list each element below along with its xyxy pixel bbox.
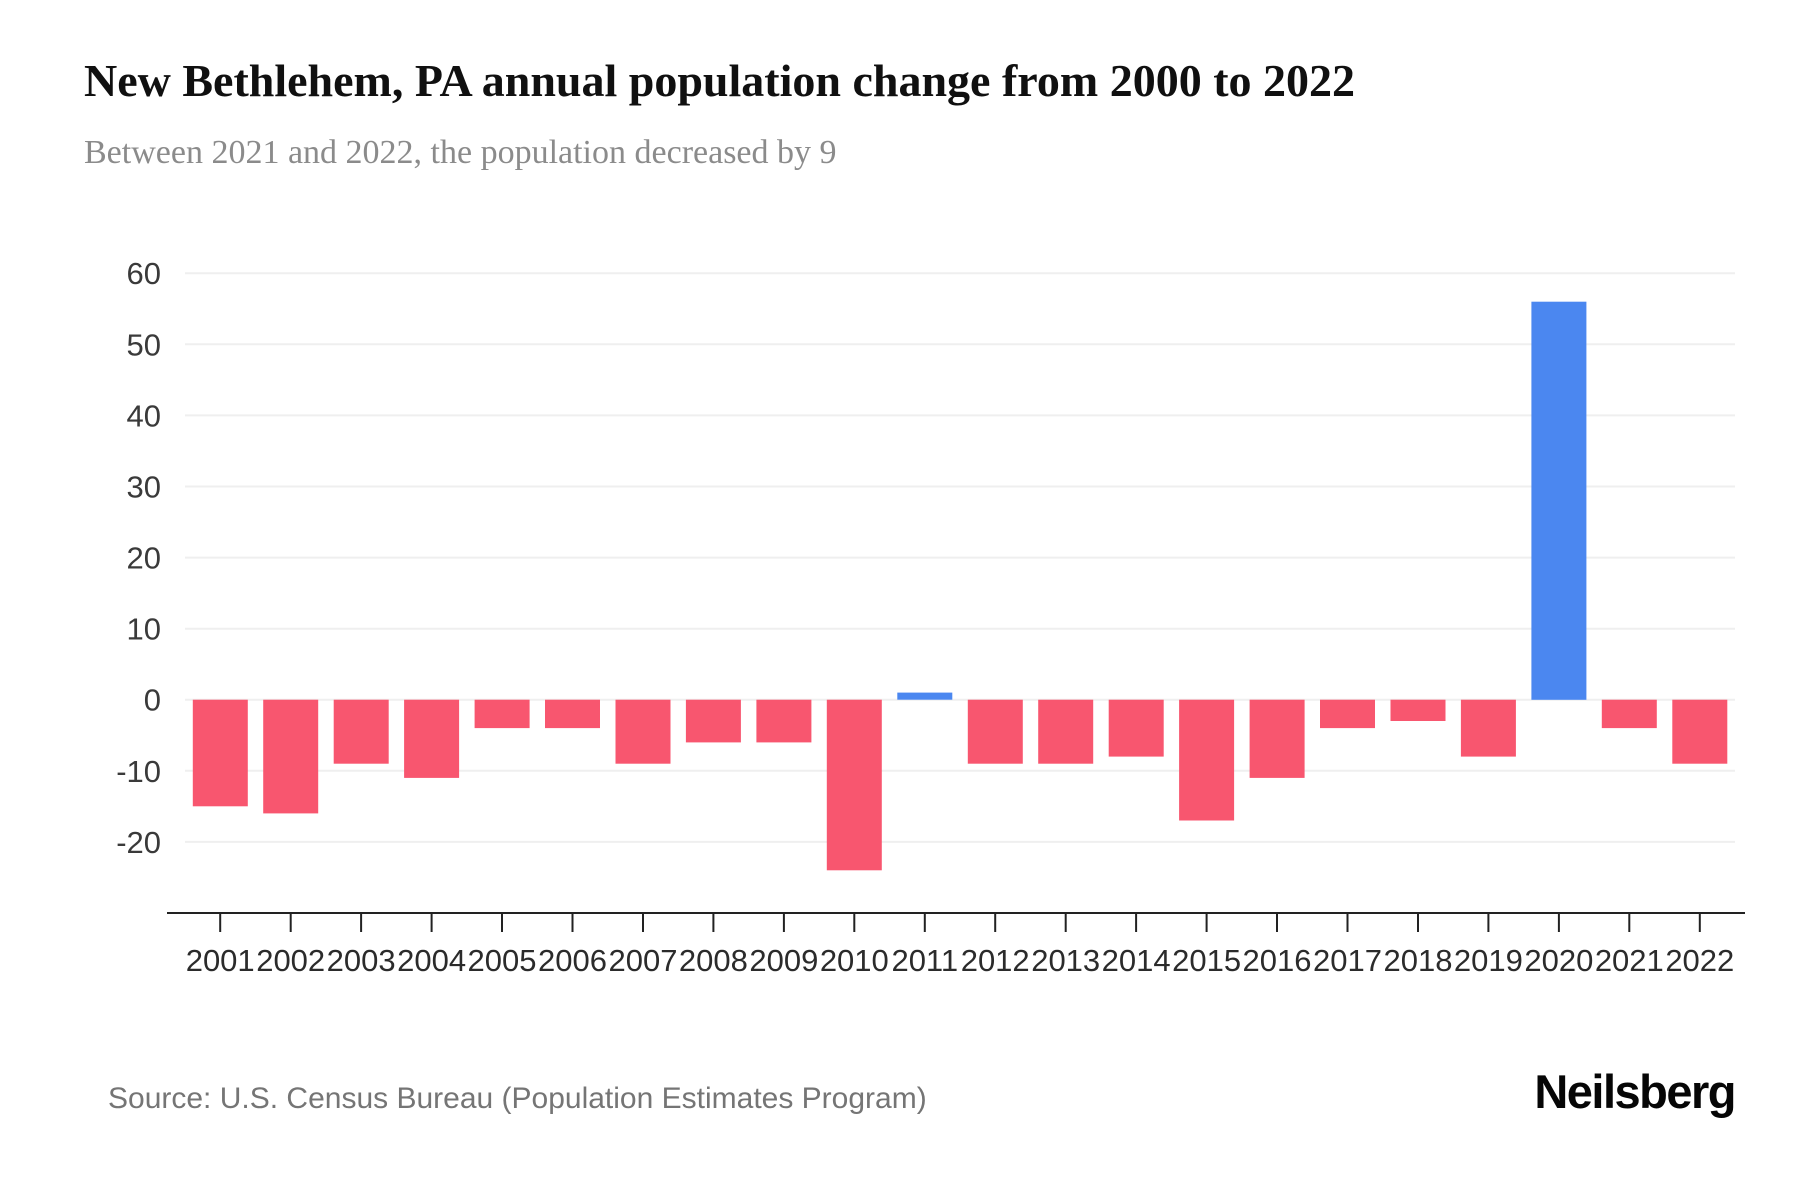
x-tick-label: 2007 [609, 943, 678, 978]
bar-2010 [826, 699, 882, 871]
x-tick-label: 2003 [327, 943, 396, 978]
bar-2016 [1249, 699, 1305, 778]
x-tick-label: 2019 [1454, 943, 1523, 978]
bar-2022 [1672, 699, 1728, 764]
bar-2015 [1179, 699, 1235, 821]
y-tick-label: 50 [127, 327, 161, 362]
x-tick-label: 2016 [1243, 943, 1312, 978]
y-tick-label: 30 [127, 470, 161, 505]
x-tick-label: 2005 [468, 943, 537, 978]
x-tick-label: 2014 [1102, 943, 1171, 978]
x-tick-label: 2015 [1172, 943, 1241, 978]
y-tick-label: 20 [127, 541, 161, 576]
bar-2003 [333, 699, 389, 764]
bar-2008 [685, 699, 741, 743]
x-tick-label: 2022 [1665, 943, 1734, 978]
bar-2005 [474, 699, 530, 729]
x-axis: 2001 2002 2003 2004 2005 2006 2007 2008 2009 2010… [167, 912, 1745, 978]
x-tick-label: 2002 [256, 943, 325, 978]
x-tick-label: 2021 [1595, 943, 1664, 978]
x-tick-label: 2001 [186, 943, 255, 978]
x-tick-label: 2006 [538, 943, 607, 978]
x-tick-label: 2012 [961, 943, 1030, 978]
x-tick-label: 2020 [1524, 943, 1593, 978]
bar-2004 [404, 699, 460, 778]
bar-2017 [1320, 699, 1375, 729]
bar-2018 [1390, 699, 1446, 721]
bar-2006 [545, 699, 600, 729]
x-tick-label: 2008 [679, 943, 748, 978]
x-tick-label: 2017 [1313, 943, 1382, 978]
bars [192, 301, 1728, 871]
y-tick-label: -10 [116, 754, 161, 789]
bar-2021 [1601, 699, 1657, 729]
bar-2019 [1460, 699, 1516, 757]
y-tick-label: -20 [116, 825, 161, 860]
x-tick-label: 2011 [891, 943, 958, 978]
bar-2007 [615, 699, 671, 764]
bar-2002 [263, 699, 319, 814]
x-tick-label: 2018 [1384, 943, 1453, 978]
y-tick-label: 10 [127, 612, 161, 647]
bar-2012 [967, 699, 1023, 764]
bar-2009 [756, 699, 812, 743]
x-tick-label: 2013 [1031, 943, 1100, 978]
chart-title: New Bethlehem, PA annual population chan… [84, 55, 1356, 106]
chart-subtitle: Between 2021 and 2022, the population de… [84, 134, 837, 171]
bar-2013 [1038, 699, 1094, 764]
y-tick-label: 0 [144, 683, 161, 718]
bar-2020 [1531, 301, 1587, 700]
x-tick-label: 2009 [749, 943, 818, 978]
y-tick-label: 40 [127, 398, 161, 433]
bar-2001 [192, 699, 248, 807]
y-tick-label: 60 [127, 256, 161, 291]
source-text: Source: U.S. Census Bureau (Population E… [108, 1082, 927, 1115]
bar-2014 [1108, 699, 1164, 757]
y-axis: -20 -10 0 10 20 30 40 50 60 [116, 256, 161, 860]
bar-2011 [897, 692, 953, 700]
x-tick-label: 2010 [820, 943, 889, 978]
x-tick-label: 2004 [397, 943, 466, 978]
brand-logo: Neilsberg [1534, 1065, 1736, 1118]
